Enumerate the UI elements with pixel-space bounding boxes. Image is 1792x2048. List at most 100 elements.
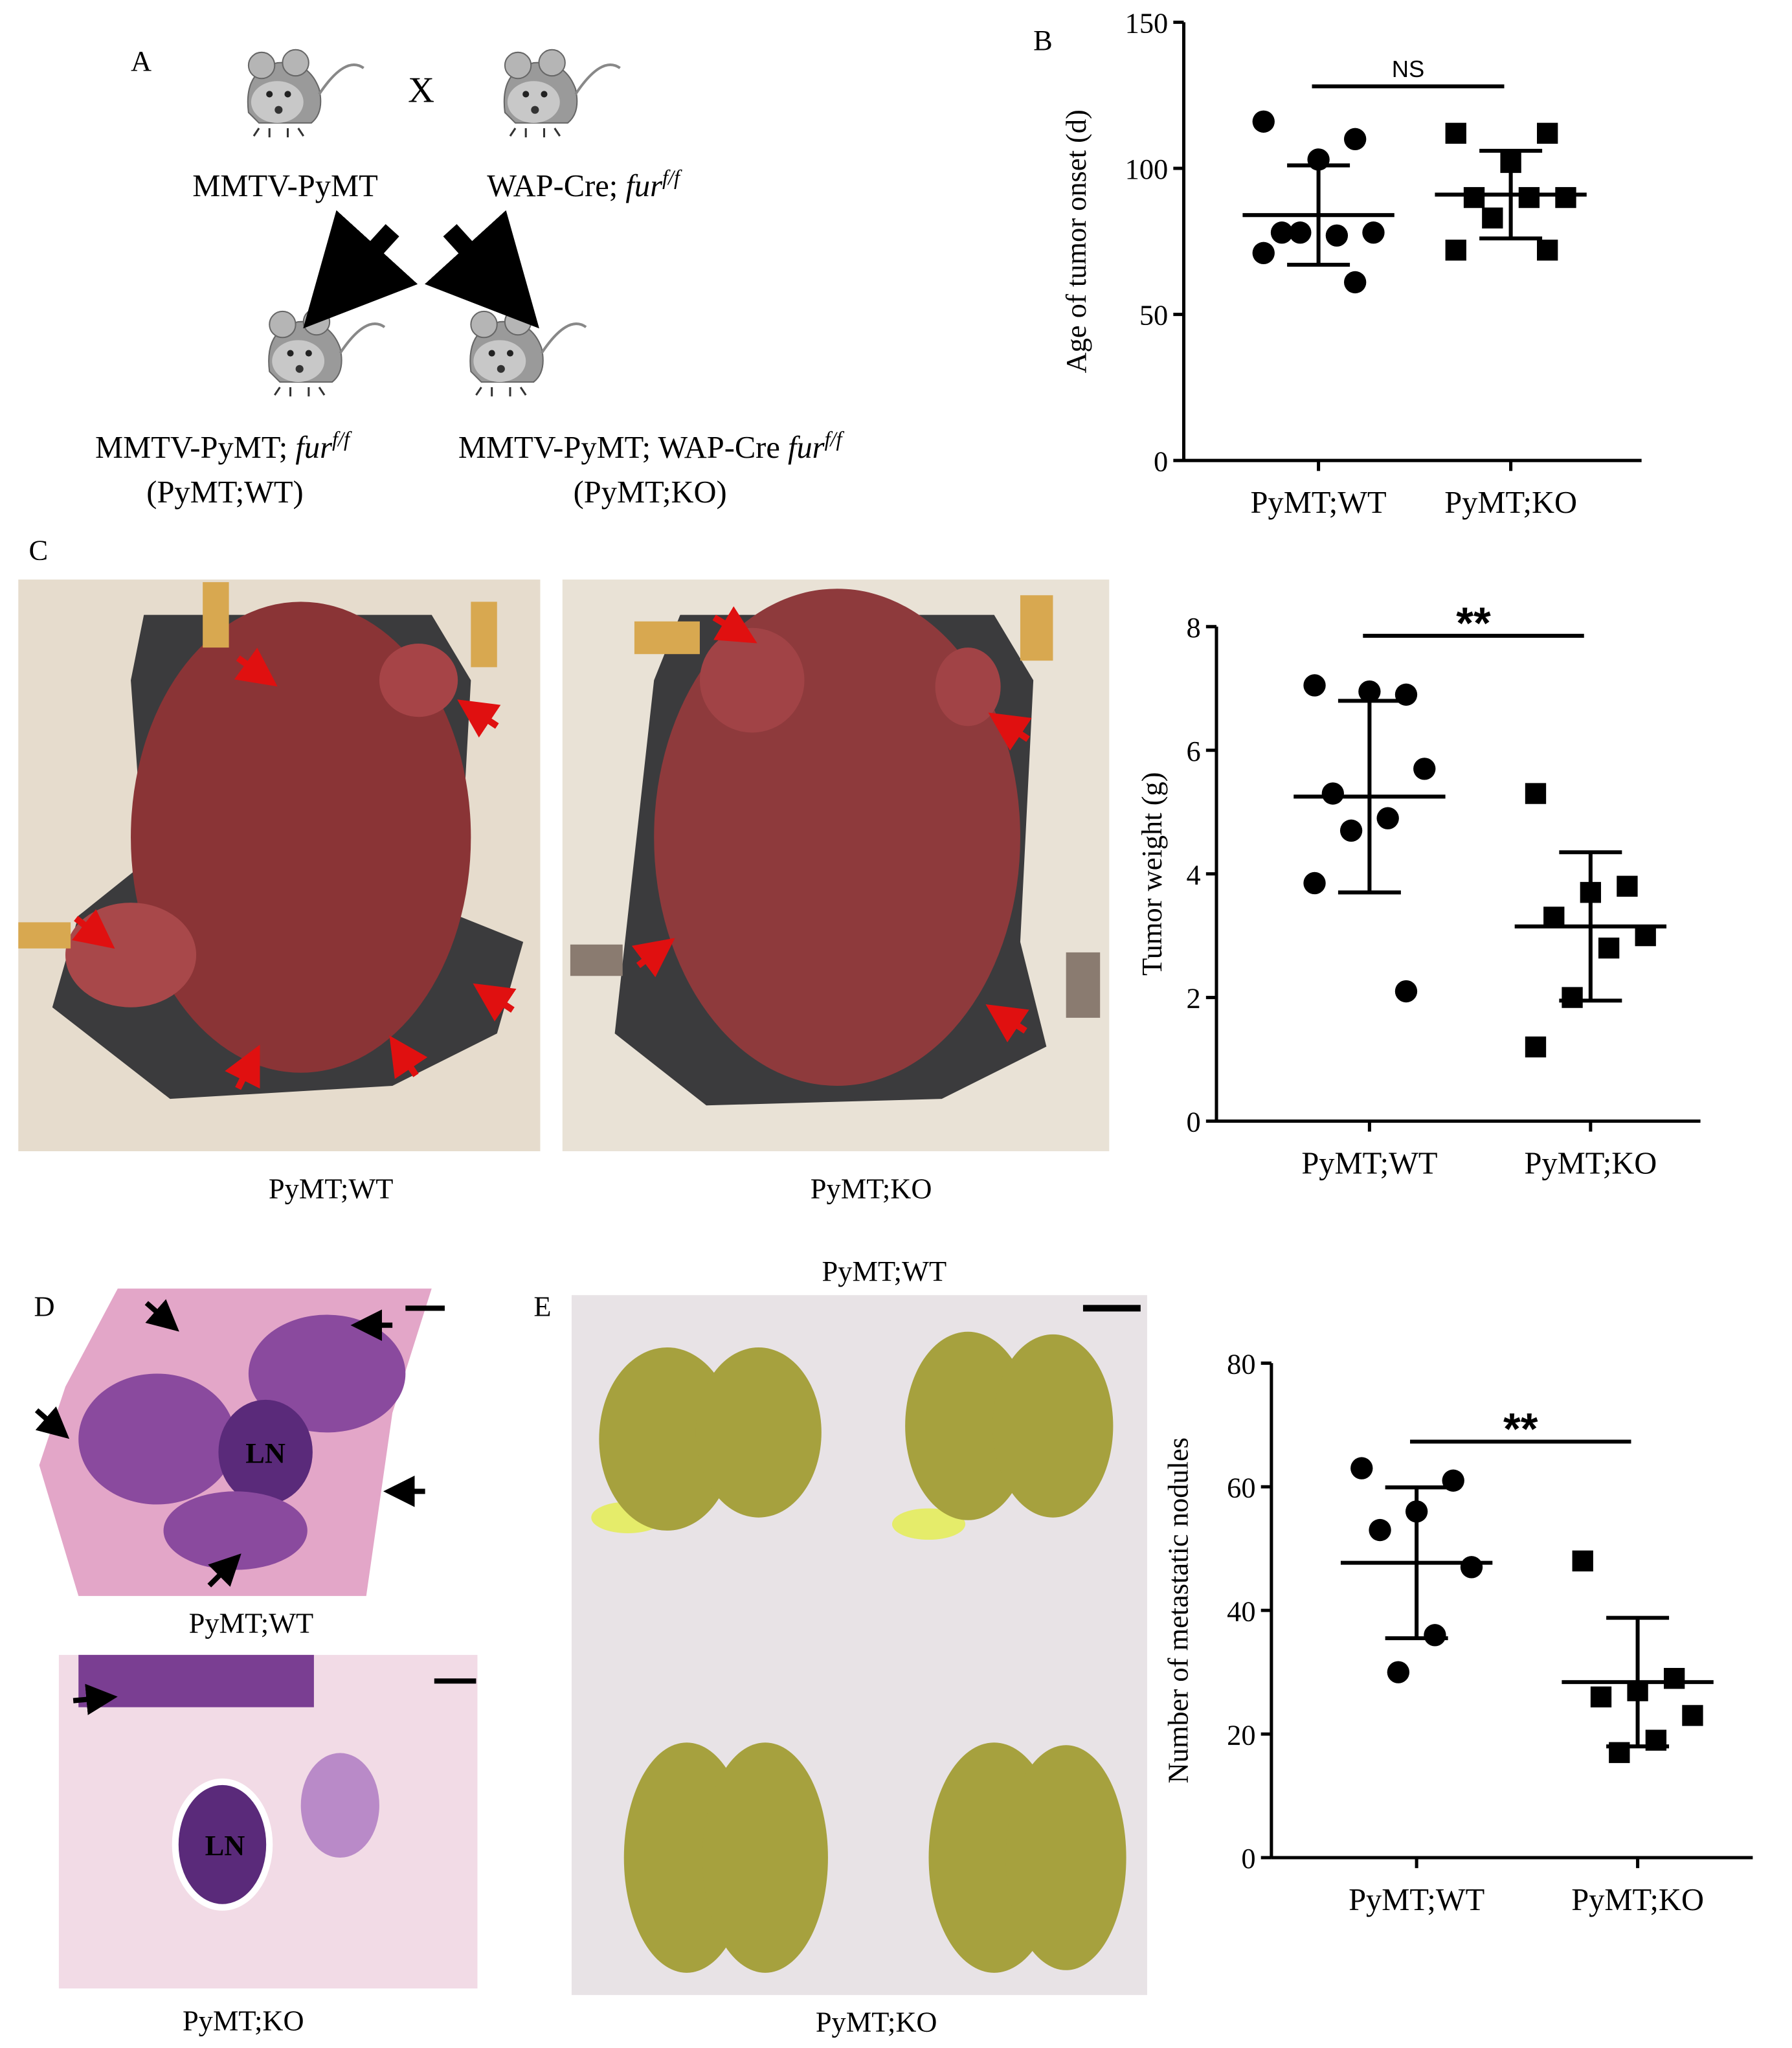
y-axis-label: Age of tumor onset (d) <box>1060 109 1092 373</box>
annotation-arrows <box>34 1299 425 1715</box>
data-point <box>1537 240 1558 261</box>
data-point <box>1572 1550 1593 1571</box>
data-point <box>1358 680 1381 703</box>
superscript: f/f <box>825 427 845 451</box>
data-point <box>1321 782 1344 805</box>
y-tick-label: 6 <box>1187 735 1201 767</box>
data-point <box>1598 938 1620 959</box>
label-part: MMTV-PyMT; WAP-Cre <box>458 431 788 465</box>
group-label: (PyMT;WT) <box>146 475 303 510</box>
panel-label: B <box>1033 24 1053 56</box>
data-point <box>1663 1668 1685 1689</box>
data-point <box>1289 221 1312 244</box>
y-tick-label: 80 <box>1227 1347 1255 1380</box>
x-tick-label: PyMT;WT <box>1349 1883 1484 1917</box>
offspring-label: MMTV-PyMT; WAP-Cre furf/f <box>458 427 845 465</box>
node-label: LN <box>205 1829 245 1862</box>
x-tick-label: PyMT;WT <box>1251 486 1387 520</box>
photo <box>39 1288 478 1989</box>
y-tick-label: 4 <box>1187 859 1201 891</box>
data-point <box>1394 980 1418 1003</box>
parent-label: WAP-Cre; furf/f <box>487 166 682 203</box>
significance-label: ** <box>1503 1404 1538 1454</box>
data-point <box>1460 1556 1483 1579</box>
data-point <box>1252 110 1275 133</box>
photo-caption: PyMT;WT <box>269 1173 394 1205</box>
data-point <box>1325 224 1349 247</box>
photo-caption: PyMT;KO <box>816 2006 937 2038</box>
data-point <box>1555 186 1576 208</box>
data-point <box>1339 819 1363 842</box>
x-tick-label: PyMT;KO <box>1524 1146 1657 1180</box>
significance-label: NS <box>1392 56 1425 82</box>
panel-label: D <box>34 1290 55 1323</box>
arrow <box>303 210 418 329</box>
data-point <box>1362 221 1385 244</box>
mouse-icon <box>269 309 385 396</box>
photo-caption: PyMT;WT <box>822 1255 947 1287</box>
photo-caption: PyMT;KO <box>183 2005 304 2037</box>
offspring-label: MMTV-PyMT; furf/f <box>95 427 352 465</box>
data-point <box>1424 1624 1446 1647</box>
x-tick-label: PyMT;WT <box>1301 1146 1437 1180</box>
gene-name: fur <box>295 431 333 465</box>
y-tick-label: 60 <box>1227 1471 1255 1503</box>
significance-label: ** <box>1456 598 1491 648</box>
panel-label: E <box>533 1290 551 1323</box>
photo-caption: PyMT;KO <box>811 1173 932 1205</box>
cross-symbol: X <box>408 71 434 111</box>
parent-label: MMTV-PyMT <box>192 169 377 203</box>
data-point <box>1252 242 1275 264</box>
panel-label: A <box>131 45 151 77</box>
label-part: MMTV-PyMT; <box>95 431 295 465</box>
y-tick-label: 0 <box>1241 1842 1255 1874</box>
y-tick-label: 100 <box>1125 153 1169 185</box>
data-point <box>1635 925 1656 947</box>
data-point <box>1303 872 1326 895</box>
panel-label: C <box>28 534 48 567</box>
mouse-icon <box>248 50 364 137</box>
x-tick-label: PyMT;KO <box>1571 1883 1704 1917</box>
data-point <box>1344 271 1367 294</box>
data-point <box>1525 1036 1547 1058</box>
photo <box>562 580 1110 1151</box>
data-point <box>1413 758 1436 780</box>
group-label: (PyMT;KO) <box>574 475 727 510</box>
photo <box>571 1295 1147 1996</box>
data-point <box>1369 1518 1391 1542</box>
mouse-icon <box>470 309 586 396</box>
data-point <box>1350 1457 1373 1480</box>
y-tick-label: 8 <box>1187 611 1201 644</box>
data-point <box>1376 807 1399 829</box>
gene-name: fur <box>788 431 825 465</box>
photo-caption: PyMT;WT <box>189 1607 314 1639</box>
y-tick-label: 20 <box>1227 1718 1255 1751</box>
data-point <box>1537 122 1558 144</box>
x-tick-label: PyMT;KO <box>1444 486 1577 520</box>
data-point <box>1682 1705 1703 1726</box>
data-point <box>1387 1661 1410 1683</box>
data-point <box>1445 122 1466 144</box>
data-point <box>1590 1686 1612 1707</box>
y-tick-label: 2 <box>1187 982 1201 1015</box>
data-point <box>1303 674 1326 697</box>
superscript: f/f <box>332 427 352 451</box>
mouse-icon <box>504 50 620 137</box>
data-point <box>1525 783 1547 804</box>
data-point <box>1543 906 1565 928</box>
gene-name: fur <box>625 169 663 203</box>
y-tick-label: 0 <box>1187 1106 1201 1138</box>
y-axis-label: Number of metastatic nodules <box>1162 1437 1194 1783</box>
data-point <box>1463 186 1485 208</box>
y-tick-label: 150 <box>1125 7 1169 39</box>
y-tick-label: 50 <box>1139 299 1168 332</box>
superscript: f/f <box>662 166 682 189</box>
data-point <box>1270 221 1294 244</box>
annotation-arrows <box>72 606 1032 1090</box>
arrow <box>424 210 539 329</box>
data-point <box>1617 875 1638 897</box>
data-point <box>1344 128 1367 151</box>
y-tick-label: 0 <box>1154 445 1168 477</box>
